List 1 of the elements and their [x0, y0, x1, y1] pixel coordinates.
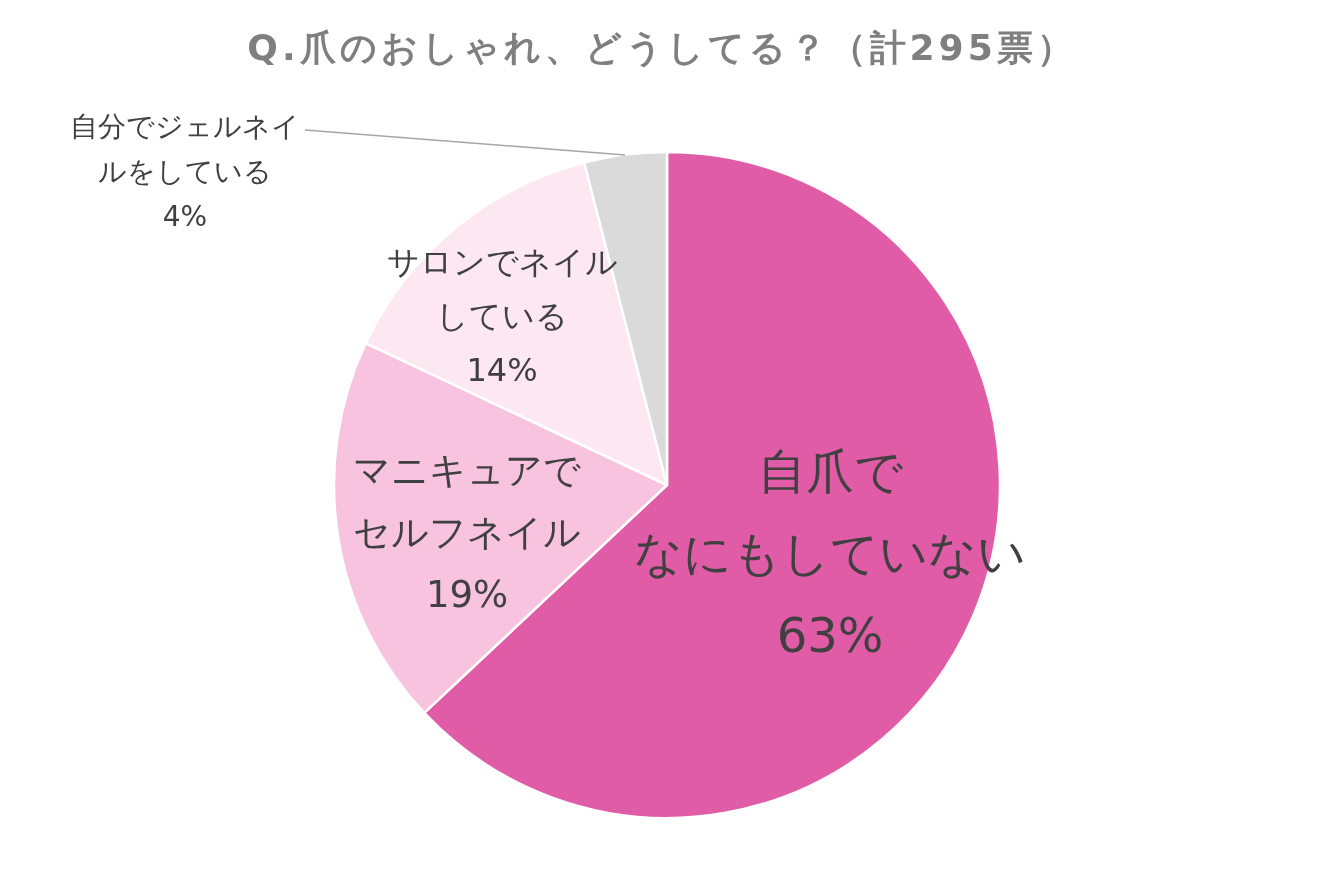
title: Q.爪のおしゃれ、どうしてる？（計295票） [247, 26, 1077, 68]
